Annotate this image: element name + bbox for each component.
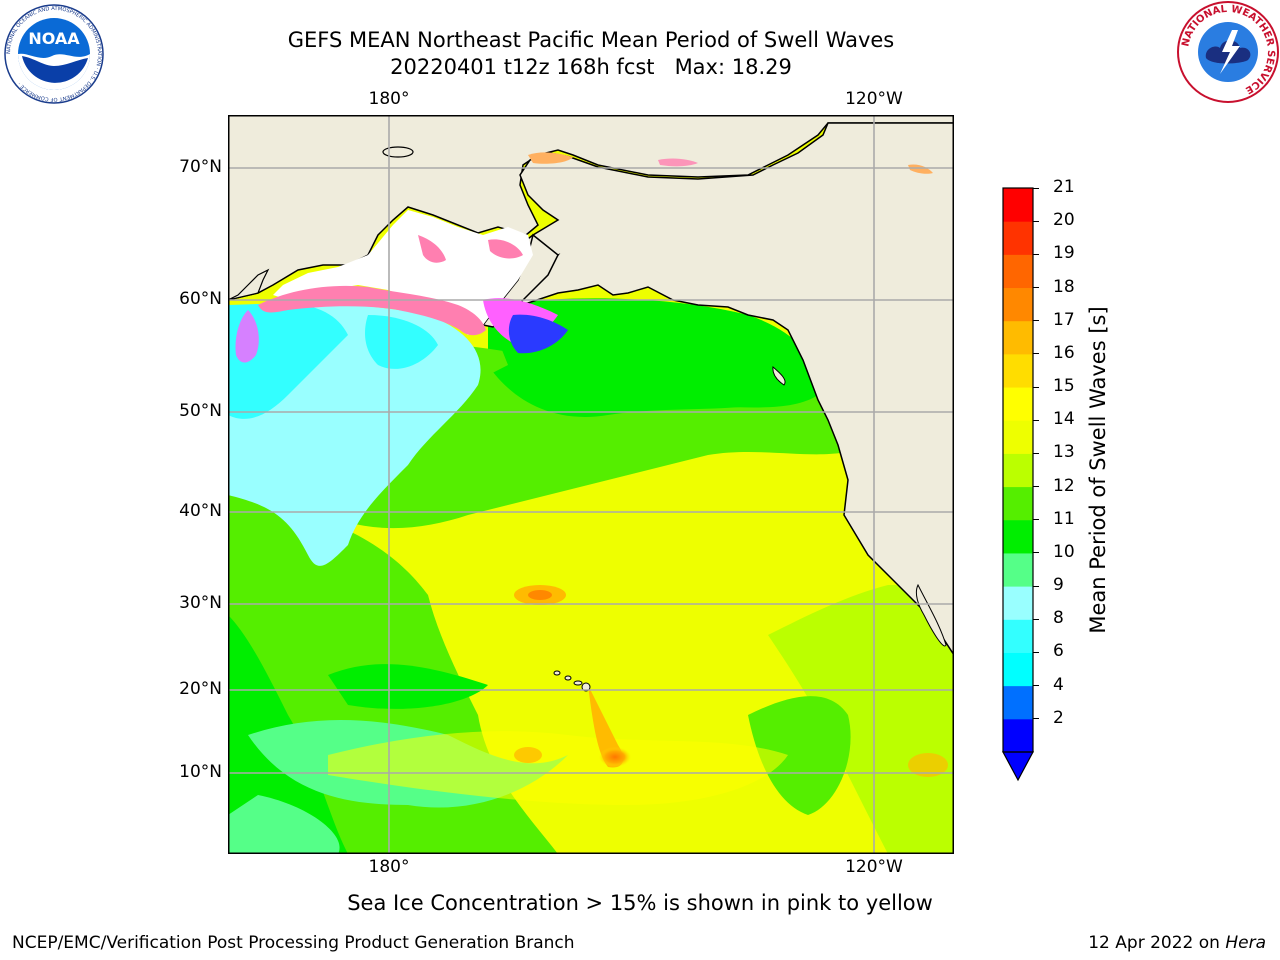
period-zone-2-bristol bbox=[508, 314, 568, 354]
hawaii-plume bbox=[588, 685, 624, 768]
colorbar-tick-label: 10 bbox=[1053, 541, 1075, 562]
colorbar-tick-label: 20 bbox=[1053, 210, 1075, 231]
period-zone-15 bbox=[328, 731, 788, 805]
colorbar-frame bbox=[1002, 187, 1034, 753]
lat-label-30n: 30°N bbox=[179, 593, 222, 613]
colorbar-segment bbox=[1003, 387, 1033, 421]
colorbar-segment bbox=[1003, 254, 1033, 289]
colorbar-tick-label: 9 bbox=[1053, 575, 1064, 596]
sea-ice-pink bbox=[258, 285, 486, 336]
noaa-logo: NATIONAL OCEANIC AND ATMOSPHERIC ADMINIS… bbox=[4, 4, 104, 104]
colorbar-tick-label: 4 bbox=[1053, 674, 1064, 695]
bering-sea-no-data bbox=[273, 210, 533, 335]
nws-logo: NATIONAL WEATHER SERVICE bbox=[1177, 1, 1279, 103]
lon-label-bottom-120w: 120°W bbox=[845, 857, 903, 877]
footer-right: 12 Apr 2022 on Hera bbox=[1088, 933, 1266, 953]
period-zone-11-east bbox=[748, 696, 851, 815]
colorbar-segment bbox=[1003, 586, 1033, 620]
lat-label-40n: 40°N bbox=[179, 501, 222, 521]
colorbar-tick-mark bbox=[1033, 519, 1039, 521]
footer-left: NCEP/EMC/Verification Post Processing Pr… bbox=[12, 933, 575, 953]
noaa-logo-text: NOAA bbox=[28, 29, 80, 48]
footer-date: 12 Apr 2022 on bbox=[1088, 933, 1226, 953]
colorbar-tick-mark bbox=[1033, 287, 1039, 289]
colorbar-tick-label: 8 bbox=[1053, 608, 1064, 629]
lon-label-bottom-180: 180° bbox=[368, 857, 410, 877]
colorbar-tick-mark bbox=[1033, 685, 1039, 687]
colorbar-tick-mark bbox=[1033, 486, 1039, 488]
colorbar-tick-label: 14 bbox=[1053, 409, 1075, 430]
colorbar-tick-label: 17 bbox=[1053, 309, 1075, 330]
land-st-lawrence bbox=[382, 146, 414, 158]
ice-caption: Sea Ice Concentration > 15% is shown in … bbox=[347, 891, 933, 915]
lon-label-top-120w: 120°W bbox=[845, 89, 903, 109]
colorbar-segment bbox=[1003, 287, 1033, 322]
graticule bbox=[228, 115, 954, 854]
colorbar-tick-mark bbox=[1033, 320, 1039, 322]
colorbar-tick-label: 21 bbox=[1053, 177, 1075, 197]
colorbar-tick-mark bbox=[1033, 718, 1039, 720]
colorbar-tick-label: 16 bbox=[1053, 342, 1075, 363]
colorbar-tick-mark bbox=[1033, 386, 1039, 388]
footer-machine: Hera bbox=[1225, 933, 1266, 953]
colorbar-tick-mark bbox=[1033, 220, 1039, 222]
colorbar-segment bbox=[1003, 519, 1033, 554]
colorbar-tick-mark bbox=[1033, 585, 1039, 587]
colorbar-tick-mark bbox=[1033, 419, 1039, 421]
chart-subtitle: 20220401 t12z 168h fcst Max: 18.29 bbox=[390, 55, 792, 79]
colorbar-tick-mark bbox=[1033, 253, 1039, 255]
colorbar-label: Mean Period of Swell Waves [s] bbox=[1086, 306, 1110, 634]
lat-label-10n: 10°N bbox=[179, 762, 222, 782]
colorbar-segment bbox=[1003, 420, 1033, 454]
colorbar-segment bbox=[1003, 652, 1033, 687]
colorbar-tick-label: 11 bbox=[1053, 508, 1075, 529]
colorbar bbox=[1001, 187, 1035, 782]
colorbar-segment bbox=[1003, 320, 1033, 355]
gulf-alaska-green bbox=[488, 307, 818, 408]
period-zone-9b bbox=[228, 795, 340, 854]
colorbar-segment bbox=[1003, 188, 1033, 222]
colorbar-tick-label: 6 bbox=[1053, 641, 1064, 662]
colorbar-tick-mark bbox=[1033, 353, 1039, 355]
colorbar-segment bbox=[1003, 552, 1033, 587]
colorbar-segment bbox=[1003, 718, 1033, 753]
colorbar-extend-arrow bbox=[1001, 751, 1035, 782]
colorbar-tick-label: 19 bbox=[1053, 243, 1075, 264]
colorbar-segment bbox=[1003, 486, 1033, 521]
colorbar-tick-label: 18 bbox=[1053, 276, 1075, 297]
lat-label-60n: 60°N bbox=[179, 289, 222, 309]
colorbar-segment bbox=[1003, 685, 1033, 720]
colorbar-tick-label: 15 bbox=[1053, 376, 1075, 397]
colorbar-tick-mark bbox=[1033, 618, 1039, 620]
colorbar-tick-mark bbox=[1033, 187, 1039, 189]
lon-label-top-180: 180° bbox=[368, 89, 410, 109]
land-siberia bbox=[228, 115, 954, 301]
colorbar-segment bbox=[1003, 453, 1033, 488]
colorbar-tick-label: 2 bbox=[1053, 707, 1064, 728]
period-zone-12-east bbox=[768, 585, 954, 854]
hawaii-islands bbox=[553, 670, 591, 692]
map-frame bbox=[228, 115, 954, 854]
lat-label-20n: 20°N bbox=[179, 679, 222, 699]
period-zone-10b bbox=[328, 664, 488, 709]
colorbar-segment bbox=[1003, 619, 1033, 653]
period-zone-7b bbox=[365, 315, 438, 369]
lat-label-70n: 70°N bbox=[179, 157, 222, 177]
colorbar-segment bbox=[1003, 353, 1033, 388]
colorbar-segment bbox=[1003, 221, 1033, 255]
colorbar-tick-mark bbox=[1033, 552, 1039, 554]
colorbar-tick-mark bbox=[1033, 452, 1039, 454]
lat-label-50n: 50°N bbox=[179, 401, 222, 421]
colorbar-tick-mark bbox=[1033, 651, 1039, 653]
colorbar-tick-label: 13 bbox=[1053, 442, 1075, 463]
chart-title: GEFS MEAN Northeast Pacific Mean Period … bbox=[287, 28, 895, 52]
colorbar-tick-label: 12 bbox=[1053, 475, 1075, 496]
swell-period-map bbox=[228, 115, 954, 854]
